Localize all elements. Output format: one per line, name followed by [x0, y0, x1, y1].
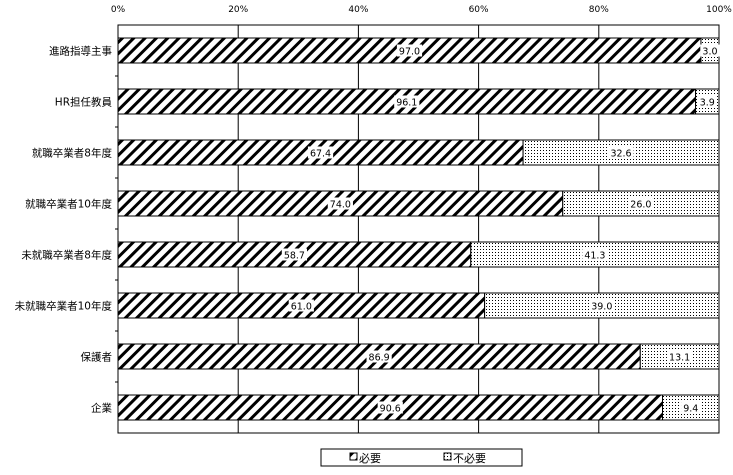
- category-label: 企業: [91, 402, 112, 415]
- category-label: 未就職卒業者8年度: [21, 249, 112, 262]
- data-label: 61.0: [291, 302, 312, 313]
- data-label-bg: [608, 146, 634, 159]
- data-label: 39.0: [591, 302, 612, 313]
- data-label: 67.4: [310, 149, 331, 160]
- x-tick-label: 40%: [348, 5, 368, 15]
- bar-unnecessary: [662, 394, 720, 421]
- x-tick-label: 20%: [228, 5, 248, 15]
- data-label: 96.1: [396, 98, 417, 109]
- data-label: 3.9: [700, 98, 715, 109]
- data-label-bg: [327, 197, 353, 210]
- bar-necessary: [117, 241, 472, 268]
- data-label-bg: [681, 401, 701, 414]
- category-label: HR担任教員: [55, 96, 113, 109]
- data-label: 97.0: [399, 47, 420, 58]
- legend: [320, 448, 523, 467]
- legend-label: 必要: [359, 452, 381, 465]
- data-label: 86.9: [369, 353, 390, 364]
- data-label: 58.7: [284, 251, 305, 262]
- data-label-bg: [667, 350, 693, 363]
- data-label-bg: [281, 248, 307, 261]
- category-label: 就職卒業者8年度: [32, 147, 113, 160]
- data-label: 90.6: [380, 404, 401, 415]
- data-label-bg: [589, 299, 615, 312]
- category-label: 未就職卒業者10年度: [15, 300, 113, 313]
- data-label-bg: [700, 44, 720, 57]
- data-label: 32.6: [610, 149, 631, 160]
- data-label-bg: [396, 44, 423, 57]
- x-tick-label: 100%: [706, 5, 732, 15]
- data-label: 3.0: [702, 47, 717, 58]
- data-label: 9.4: [683, 404, 698, 415]
- data-label: 13.1: [669, 353, 690, 364]
- legend-swatch-unnecessary: [443, 452, 452, 461]
- x-tick-label: 0%: [111, 5, 126, 15]
- data-label-bg: [366, 350, 392, 363]
- x-tick-label: 80%: [589, 5, 609, 15]
- data-label: 74.0: [330, 200, 351, 211]
- category-label: 就職卒業者10年度: [25, 198, 112, 211]
- data-label-bg: [288, 299, 314, 312]
- data-label-bg: [628, 197, 654, 210]
- data-label-bg: [394, 95, 420, 108]
- plot-area-border: [117, 24, 720, 434]
- category-label: 保護者: [81, 351, 113, 364]
- data-label-bg: [697, 95, 717, 108]
- data-label-bg: [582, 248, 608, 261]
- legend-swatch-necessary: [349, 452, 358, 461]
- x-tick-label: 60%: [469, 5, 489, 15]
- data-label-bg: [377, 401, 403, 414]
- data-label-bg: [307, 146, 334, 159]
- data-label: 41.3: [584, 251, 605, 262]
- data-label: 26.0: [630, 200, 651, 211]
- legend-label: 不必要: [453, 452, 486, 465]
- category-label: 進路指導主事: [49, 45, 112, 58]
